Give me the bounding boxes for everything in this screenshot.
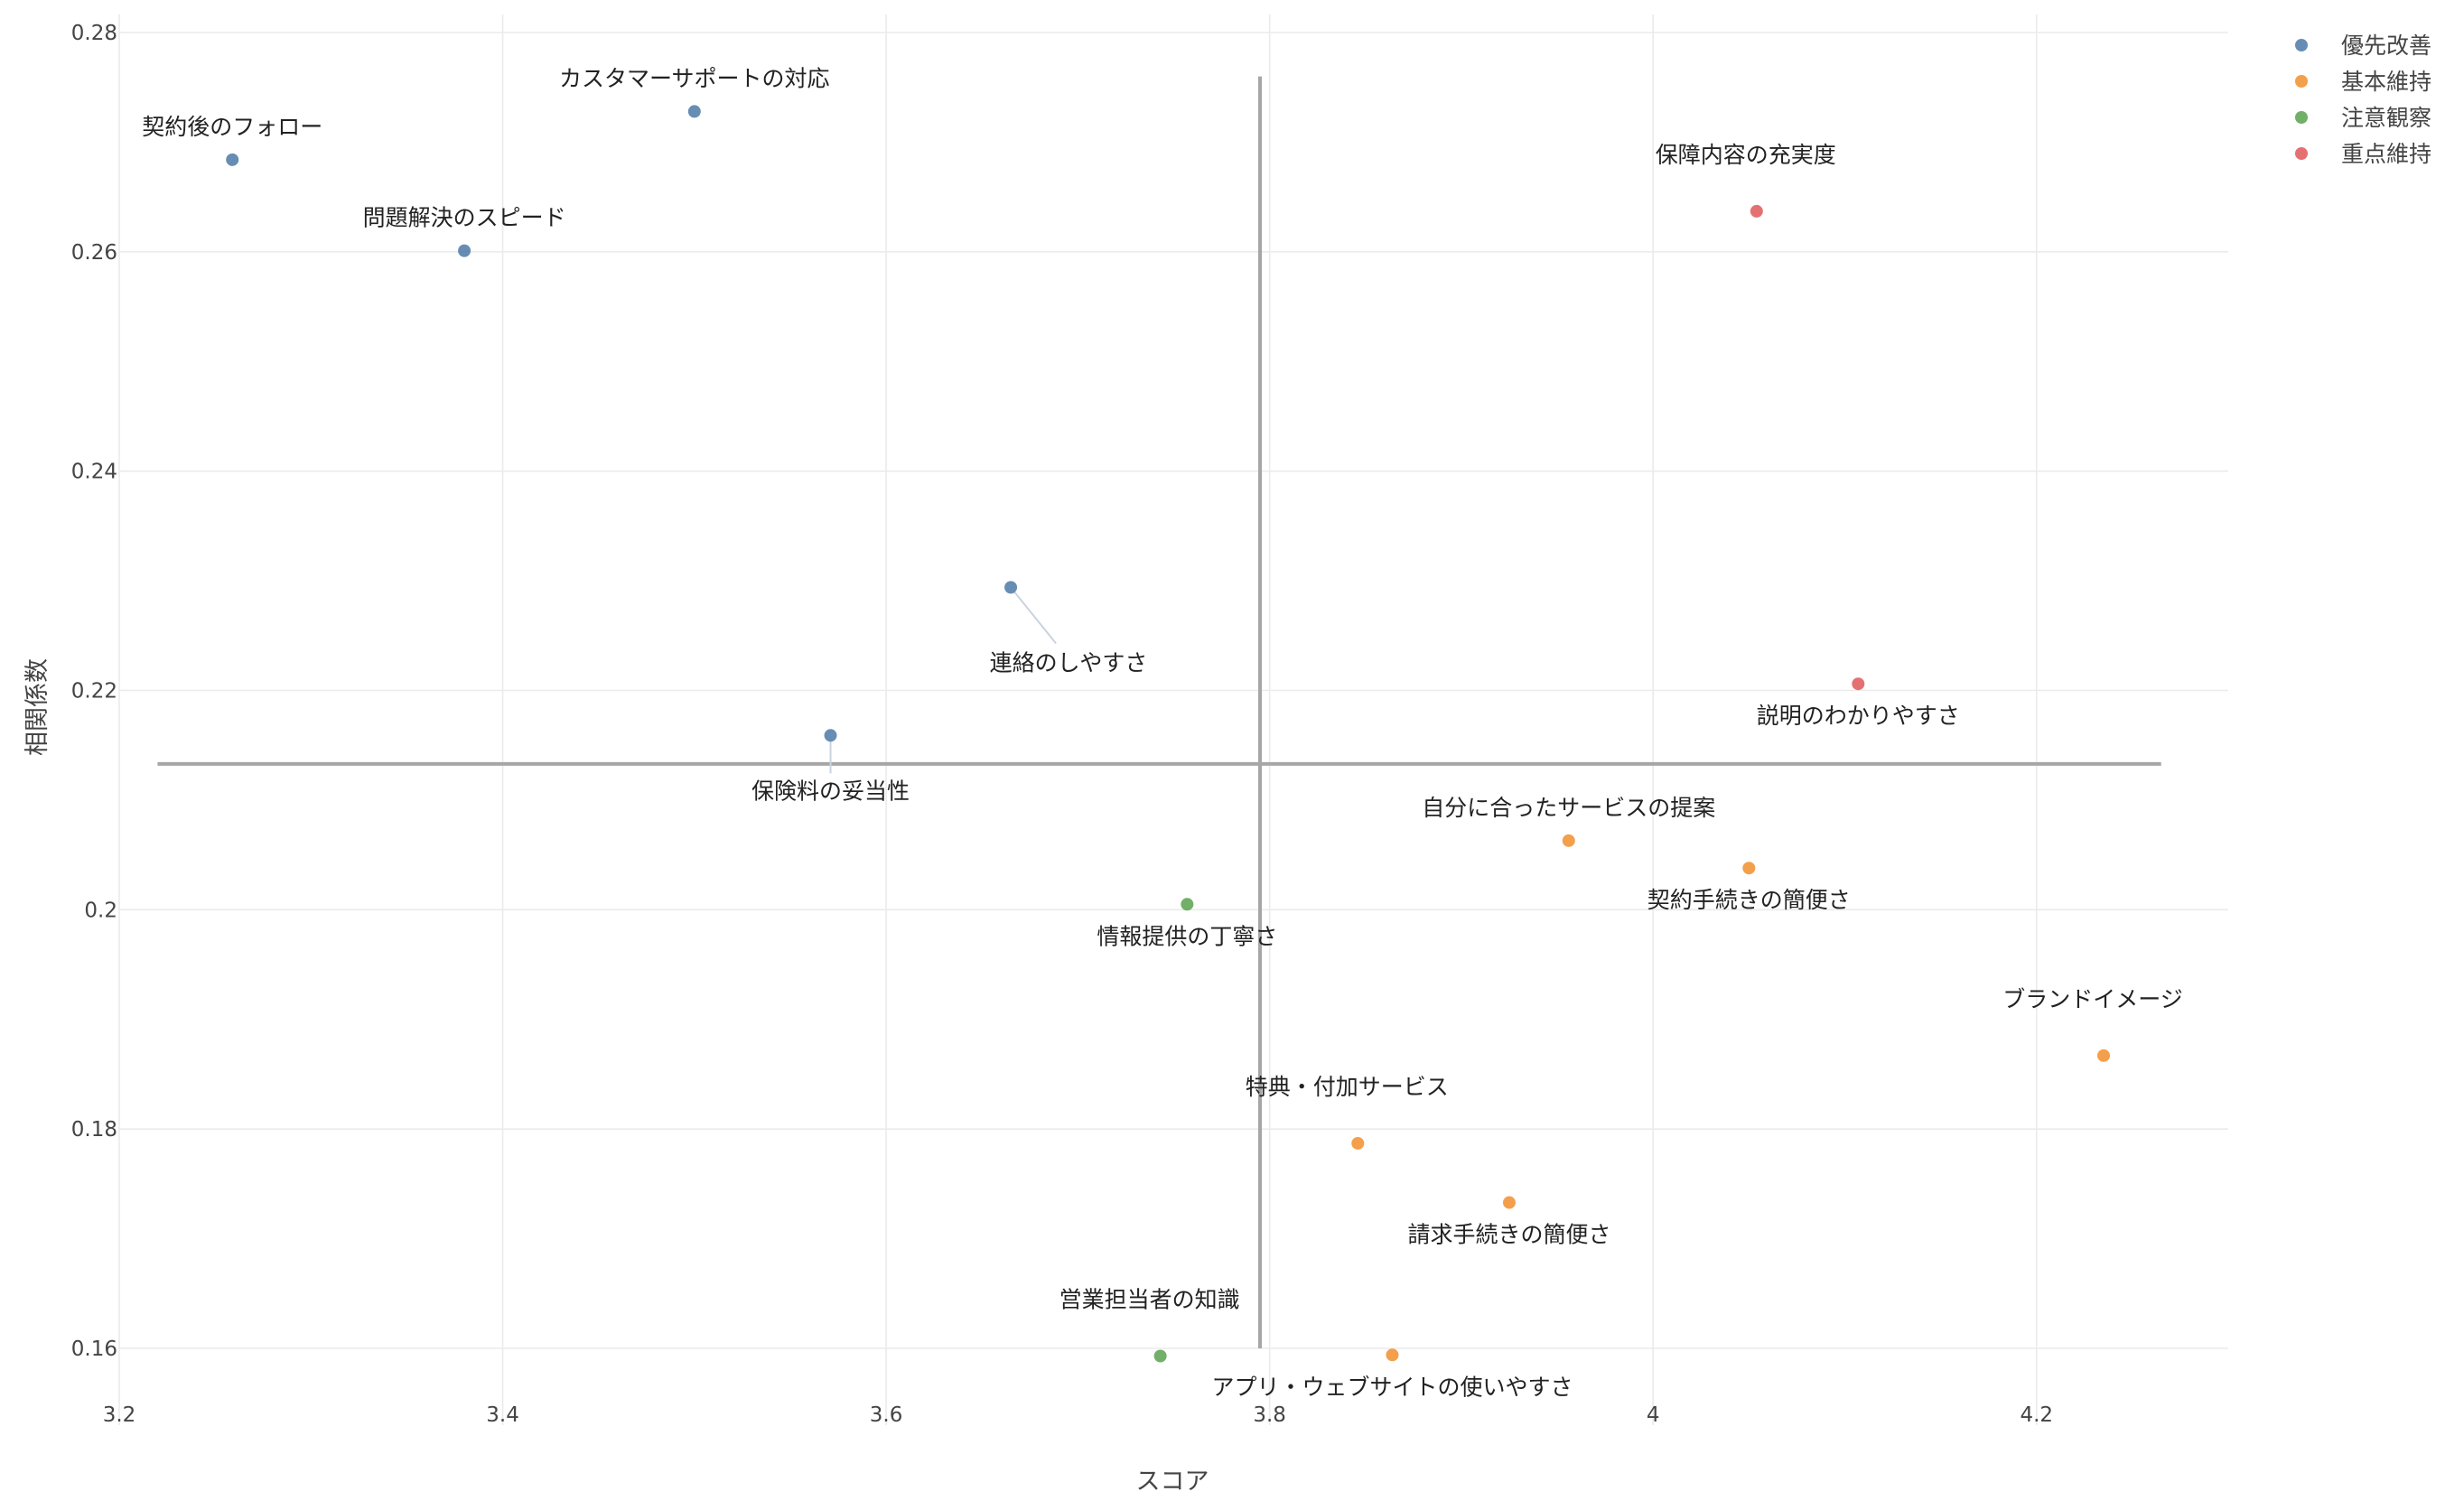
point-label: 問題解決のスピード	[363, 205, 566, 231]
point-label: 連絡のしやすさ	[990, 649, 1148, 676]
y-tick-label: 0.16	[71, 1338, 117, 1361]
data-point	[1153, 1349, 1167, 1363]
grid	[118, 14, 2228, 1425]
point-label: 説明のわかりやすさ	[1757, 703, 1960, 729]
y-axis-ticks: 0.16 0.18 0.2 0.22 0.24 0.26 0.28	[71, 22, 117, 1361]
point-labels: 契約後のフォロー カスタマーサポートの対応問題解決のスピード連絡のしやすさ保険料の…	[142, 65, 2183, 1400]
data-point	[1750, 204, 1763, 218]
legend-label: 基本維持	[2341, 69, 2431, 95]
data-point	[1004, 581, 1018, 594]
legend-swatch	[2295, 39, 2308, 51]
point-label: 営業担当者の知識	[1059, 1287, 1240, 1313]
point-label: 情報提供の丁寧さ	[1097, 923, 1277, 949]
point-label: 特典・付加サービス	[1246, 1074, 1449, 1100]
point-label: 保障内容の充実度	[1656, 142, 1836, 168]
legend-label: 注意観察	[2341, 105, 2431, 131]
data-point	[1742, 862, 1756, 875]
legend-swatch	[2295, 75, 2308, 88]
legend-swatch	[2295, 147, 2308, 160]
data-point	[687, 105, 701, 118]
data-point	[1852, 677, 1865, 691]
label-leader	[1013, 591, 1057, 644]
x-tick-label: 4	[1647, 1403, 1660, 1427]
point-label: 保険料の妥当性	[751, 778, 910, 804]
point-label: 契約後のフォロー	[142, 114, 322, 140]
quadrant-lines	[157, 76, 2161, 1349]
point-label: 自分に合ったサービスの提案	[1422, 795, 1715, 821]
data-point	[2097, 1049, 2111, 1062]
y-tick-label: 0.2	[84, 899, 117, 922]
data-point	[226, 153, 239, 166]
x-tick-label: 3.2	[103, 1403, 136, 1427]
data-point	[458, 244, 471, 257]
point-label: アプリ・ウェブサイトの使いやすさ	[1211, 1374, 1573, 1400]
y-tick-label: 0.28	[71, 22, 117, 45]
data-point	[1351, 1136, 1365, 1150]
data-point	[1386, 1348, 1399, 1362]
point-label: 請求手続きの簡便さ	[1407, 1222, 1610, 1248]
legend-label: 優先改善	[2341, 33, 2431, 59]
x-axis-ticks: 3.2 3.4 3.6 3.8 4 4.2	[103, 1403, 2053, 1427]
y-axis-title: 相関係数	[23, 658, 51, 756]
legend-label: 重点維持	[2341, 141, 2431, 167]
y-tick-label: 0.18	[71, 1118, 117, 1142]
label-leaders	[829, 591, 1057, 774]
y-tick-label: 0.24	[71, 461, 117, 484]
data-points	[226, 105, 2111, 1363]
data-point	[1181, 898, 1194, 911]
x-axis-title: スコア	[1136, 1468, 1209, 1496]
x-tick-label: 3.6	[870, 1403, 903, 1427]
point-label: 契約手続きの簡便さ	[1647, 887, 1851, 913]
y-tick-label: 0.26	[71, 241, 117, 265]
data-point	[1562, 834, 1575, 847]
point-label: カスタマーサポートの対応	[559, 65, 830, 91]
legend-swatch	[2295, 111, 2308, 124]
data-point	[1502, 1196, 1516, 1209]
y-tick-label: 0.22	[71, 680, 117, 704]
data-point	[824, 729, 837, 742]
x-tick-label: 3.4	[486, 1403, 519, 1427]
point-label: ブランドイメージ	[2002, 986, 2183, 1012]
x-tick-label: 4.2	[2020, 1403, 2053, 1427]
x-tick-label: 3.8	[1253, 1403, 1286, 1427]
